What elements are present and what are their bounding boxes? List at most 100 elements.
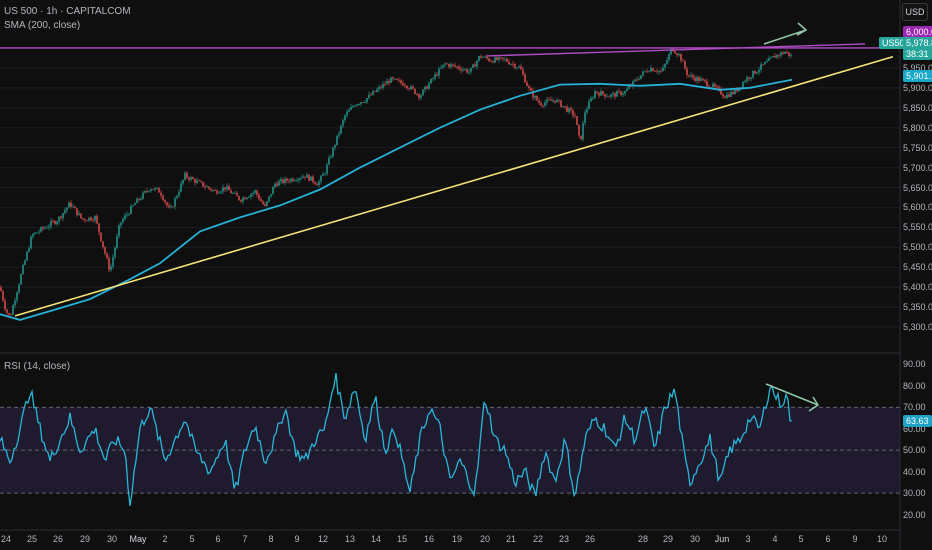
- candle-body: [328, 157, 330, 165]
- candle-body: [716, 86, 718, 88]
- price-tick-label: 5,950.0: [903, 62, 932, 73]
- candle-body: [172, 206, 174, 208]
- candle-body: [662, 67, 664, 72]
- candle-body: [28, 248, 30, 252]
- candle-body: [664, 63, 666, 68]
- candle-body: [292, 178, 294, 182]
- upper-trendline[interactable]: [486, 43, 866, 57]
- candle-body: [230, 190, 232, 194]
- candle-body: [468, 71, 470, 73]
- candle-body: [150, 189, 152, 191]
- candle-body: [286, 178, 288, 181]
- candle-body: [344, 115, 346, 121]
- candle-body: [108, 258, 110, 270]
- rsi-levels: [0, 406, 900, 494]
- candle-body: [26, 251, 28, 261]
- candle-body: [456, 66, 458, 68]
- candle-body: [166, 202, 168, 206]
- candle-body: [382, 84, 384, 88]
- candle-body: [92, 220, 94, 222]
- candle-body: [484, 56, 486, 58]
- candle-body: [606, 96, 608, 98]
- candle-body: [304, 176, 306, 178]
- rsi-arrow-annotation[interactable]: [765, 383, 820, 412]
- candle-body: [770, 57, 772, 59]
- candle-body: [234, 192, 236, 194]
- candle-body: [750, 77, 752, 79]
- candle-body: [690, 75, 692, 77]
- candle-body: [216, 190, 218, 194]
- candle-body: [110, 266, 112, 270]
- time-tick-label: 30: [106, 534, 118, 544]
- candle-body: [604, 94, 606, 97]
- time-tick-label: 28: [637, 534, 649, 544]
- currency-button[interactable]: USD: [902, 3, 928, 21]
- ascending-trendline[interactable]: [14, 55, 894, 317]
- candle-body: [530, 88, 532, 91]
- candle-body: [730, 91, 732, 97]
- price-arrow-annotation[interactable]: [763, 22, 808, 45]
- candle-body: [688, 75, 690, 77]
- candle-body: [434, 74, 436, 79]
- candle-body: [714, 84, 716, 87]
- candle-body: [646, 71, 648, 73]
- candle-body: [202, 181, 204, 187]
- rsi-legend[interactable]: RSI (14, close): [4, 361, 71, 372]
- candle-body: [764, 62, 766, 65]
- time-tick-label: 4: [772, 534, 778, 544]
- candle-body: [98, 223, 100, 233]
- candle-body: [238, 196, 240, 201]
- time-tick-label: 20: [479, 534, 491, 544]
- time-tick-label: 12: [317, 534, 329, 544]
- candle-body: [124, 215, 126, 220]
- candle-body: [134, 203, 136, 206]
- candle-body: [614, 93, 616, 97]
- time-tick-label: 5: [798, 534, 804, 544]
- candle-body: [364, 102, 366, 103]
- candle-body: [44, 227, 46, 229]
- candle-body: [76, 208, 78, 216]
- candle-body: [552, 100, 554, 102]
- candle-body: [640, 75, 642, 79]
- candle-body: [322, 174, 324, 176]
- candle-body: [308, 174, 310, 181]
- candle-body: [408, 88, 410, 90]
- candle-body: [712, 84, 714, 88]
- candle-body: [350, 106, 352, 110]
- candle-body: [782, 52, 784, 54]
- candle-body: [624, 91, 626, 94]
- candle-body: [374, 91, 376, 92]
- candle-body: [446, 63, 448, 65]
- candle-body: [352, 106, 354, 108]
- price-tick-label: 5,550.0: [903, 222, 932, 233]
- candle-body: [60, 216, 62, 219]
- candle-body: [390, 77, 392, 83]
- candle-body: [256, 190, 258, 195]
- sma-legend[interactable]: SMA (200, close): [4, 20, 81, 31]
- candle-body: [524, 74, 526, 83]
- candle-body: [656, 71, 658, 73]
- candle-body: [138, 198, 140, 200]
- candle-body: [464, 69, 466, 70]
- price-tick-label: 5,600.0: [903, 202, 932, 213]
- candle-body: [130, 206, 132, 214]
- rsi-value-badge: 63.63: [903, 415, 932, 427]
- candle-body: [74, 206, 76, 209]
- candle-body: [302, 176, 304, 179]
- candle-body: [48, 226, 50, 228]
- candle-body: [600, 91, 602, 96]
- symbol-title[interactable]: US 500 · 1h · CAPITALCOM: [4, 6, 131, 17]
- candle-body: [598, 93, 600, 96]
- candle-body: [760, 64, 762, 70]
- candle-body: [398, 80, 400, 81]
- candle-body: [80, 213, 82, 219]
- candle-body: [758, 69, 760, 73]
- candle-body: [198, 180, 200, 182]
- candle-body: [700, 78, 702, 81]
- price-tick-label: 5,500.0: [903, 242, 932, 253]
- candle-body: [22, 264, 24, 275]
- candle-body: [360, 102, 362, 105]
- candle-body: [658, 70, 660, 72]
- candle-body: [262, 201, 264, 205]
